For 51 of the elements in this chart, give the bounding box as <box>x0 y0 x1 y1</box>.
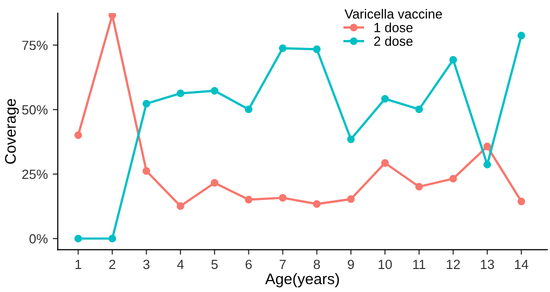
legend-label: 1 dose <box>374 22 413 32</box>
point <box>483 142 492 150</box>
point <box>483 160 492 168</box>
x-tick-label: 4 <box>177 260 184 269</box>
point <box>210 179 218 187</box>
x-tick-label: 1 <box>76 260 82 269</box>
x-tick-label: 10 <box>378 260 392 270</box>
point <box>74 234 82 242</box>
point <box>449 174 457 183</box>
point <box>176 90 184 98</box>
x-tick-label: 11 <box>413 260 426 269</box>
x-tick-label: 8 <box>314 260 320 270</box>
x-tick-label: 12 <box>446 260 460 269</box>
point <box>312 200 321 208</box>
point <box>449 56 457 64</box>
legend-title: Varicella vaccine <box>344 8 442 19</box>
y-tick-label: 75% <box>22 40 48 50</box>
x-tick-label: 5 <box>211 260 218 270</box>
point <box>176 202 184 210</box>
point <box>518 198 526 206</box>
point <box>278 44 287 52</box>
point <box>74 131 82 139</box>
point <box>210 86 218 95</box>
point <box>347 135 355 144</box>
point <box>518 32 526 40</box>
point <box>278 194 287 202</box>
point <box>312 45 321 54</box>
point <box>244 196 252 204</box>
x-axis-title: Age(years) <box>265 273 339 288</box>
x-tick-label: 13 <box>480 260 494 270</box>
y-tick-label: 25% <box>22 170 48 179</box>
y-axis-title: Coverage <box>5 98 19 164</box>
x-tick-label: 9 <box>348 260 354 270</box>
point <box>142 100 150 108</box>
point <box>142 167 150 175</box>
x-tick-label: 6 <box>246 260 252 270</box>
point <box>108 13 116 20</box>
point <box>244 106 252 114</box>
x-tick-label: 7 <box>280 260 286 269</box>
point <box>381 94 389 103</box>
point <box>108 234 116 242</box>
x-tick-label: 3 <box>143 260 150 270</box>
legend-label: 2 dose <box>374 36 413 46</box>
x-tick-label: 2 <box>109 260 116 269</box>
y-tick-label: 0% <box>29 234 48 244</box>
point <box>415 182 423 191</box>
point <box>347 195 355 203</box>
point <box>381 159 389 167</box>
point <box>415 106 423 114</box>
y-tick-label: 50% <box>22 105 48 115</box>
x-tick-label: 14 <box>515 260 528 269</box>
